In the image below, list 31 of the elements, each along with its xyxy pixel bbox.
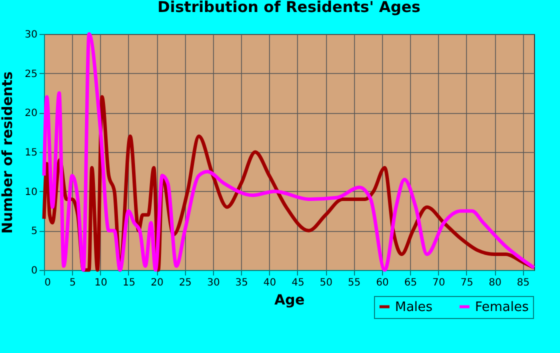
y-tick-label: 10	[24, 186, 38, 198]
x-tick-label: 15	[122, 278, 136, 288]
x-tick-label: 65	[404, 278, 417, 288]
y-tick-label: 20	[24, 108, 38, 120]
x-tick-label: 25	[178, 278, 192, 288]
x-tick-label: 45	[292, 278, 304, 288]
x-tick-label: 85	[516, 278, 530, 288]
y-tick-label: 15	[24, 148, 38, 158]
x-tick-label: 75	[460, 278, 474, 288]
x-tick-label: 80	[488, 278, 502, 288]
chart-title: Distribution of Residents' Ages	[158, 0, 421, 16]
legend-label: Females	[475, 300, 530, 315]
x-tick-label: 0	[44, 278, 51, 288]
x-tick-label: 35	[235, 278, 248, 288]
x-tick-label: 55	[348, 278, 361, 288]
x-tick-label: 40	[263, 278, 276, 288]
x-tick-label: 5	[69, 278, 76, 288]
legend-label: Males	[395, 300, 433, 315]
y-tick-label: 25	[24, 68, 38, 80]
y-tick-label: 30	[24, 30, 38, 40]
line-series	[42, 32, 536, 272]
x-tick-label: 50	[320, 278, 332, 288]
y-axis-title: Number of residents	[0, 71, 16, 234]
x-tick-label: 20	[150, 278, 164, 288]
y-tick-label: 5	[31, 226, 38, 238]
x-tick-label: 60	[376, 278, 389, 288]
x-tick-label: 70	[432, 278, 446, 288]
x-axis-title: Age	[274, 292, 305, 308]
y-tick-label: 0	[31, 266, 38, 276]
x-tick-label: 10	[94, 278, 108, 288]
x-tick-label: 30	[207, 278, 220, 288]
